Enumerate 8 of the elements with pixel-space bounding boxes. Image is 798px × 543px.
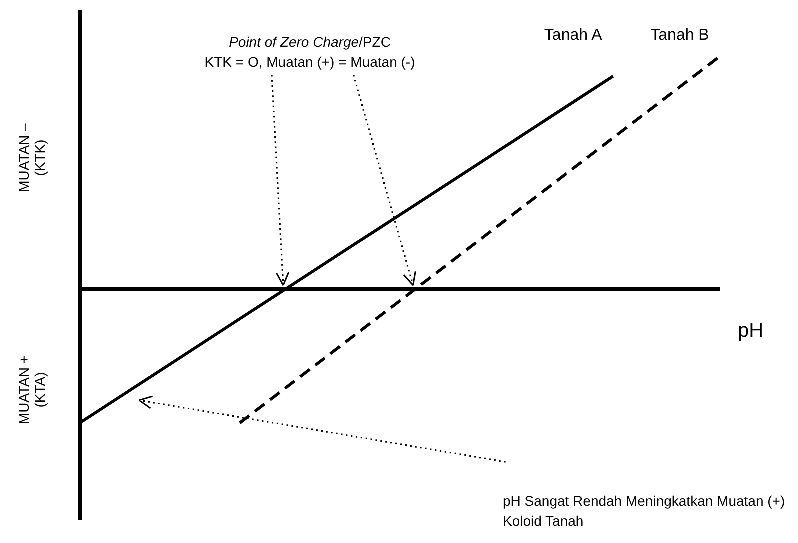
x-axis-title: pH [738,320,764,342]
text: pH Sangat Rendah Meningkatkan Muatan (+) Koloid Tanah [503,493,786,529]
text: MUATAN + (KTA) [16,355,48,425]
annotation: KTK = O, Muatan (+) = Muatan (-) [204,54,416,70]
text: Tanah A [544,27,603,44]
text: Point of Zero Charge/PZC [229,34,391,50]
y-axis-title: MUATAN – (KTK) [16,124,48,192]
series-label: Tanah B [650,27,710,44]
